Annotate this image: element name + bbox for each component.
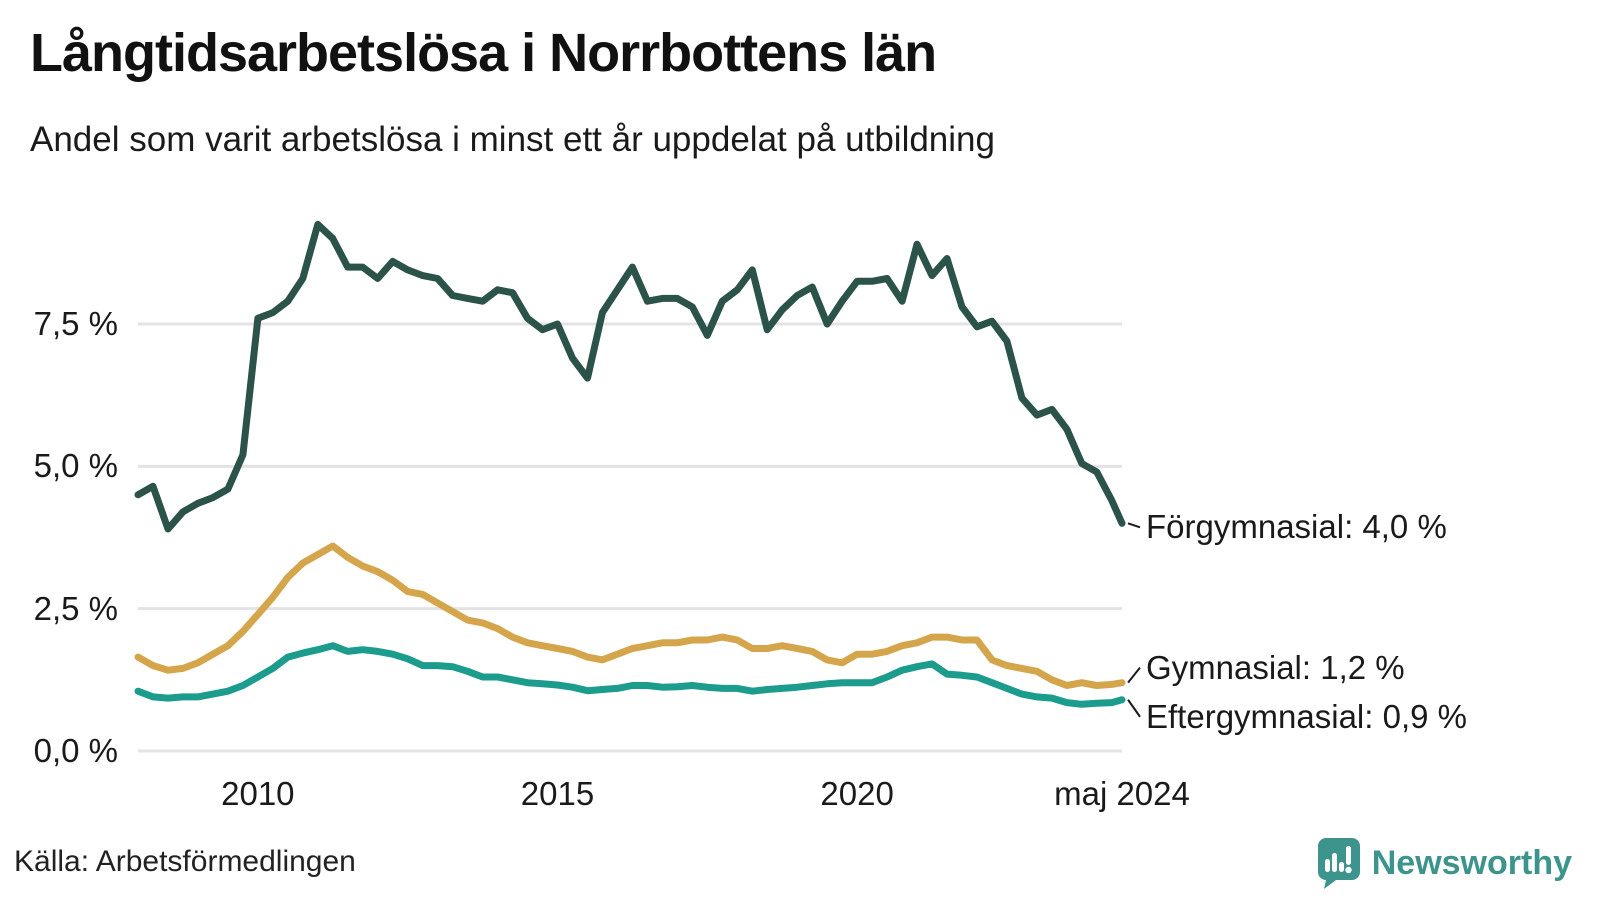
newsworthy-speech-bubble-bar-chart-icon bbox=[1317, 838, 1360, 889]
annotation-leader-lines bbox=[1127, 522, 1141, 718]
leader-line bbox=[1127, 667, 1141, 684]
page-title: Långtidsarbetslösa i Norrbottens län bbox=[30, 23, 937, 83]
y-tick-label: 0,0 % bbox=[33, 732, 118, 769]
leader-line bbox=[1127, 699, 1141, 718]
x-tick-label: maj 2024 bbox=[1054, 775, 1190, 812]
end-label-gymnasial: Gymnasial: 1,2 % bbox=[1146, 648, 1405, 686]
x-tick-label: 2020 bbox=[820, 775, 894, 812]
series-line-eftergymnasial bbox=[134, 642, 1126, 708]
series-line-förgymnasial bbox=[134, 220, 1126, 533]
x-tick-label: 2010 bbox=[221, 775, 295, 812]
leader-line bbox=[1127, 522, 1141, 529]
series-line-gymnasial bbox=[134, 542, 1126, 689]
horizontal-gridlines bbox=[138, 322, 1122, 753]
series-lines bbox=[134, 220, 1126, 708]
y-tick-label: 7,5 % bbox=[33, 305, 118, 342]
x-tick-label: 2015 bbox=[520, 775, 595, 812]
brand-lockup: Newsworthy bbox=[1316, 836, 1572, 890]
end-label-eftergymnasial: Eftergymnasial: 0,9 % bbox=[1146, 697, 1467, 735]
y-tick-label: 5,0 % bbox=[33, 447, 118, 485]
page-subtitle: Andel som varit arbetslösa i minst ett å… bbox=[30, 120, 995, 159]
brand-wordmark: Newsworthy bbox=[1371, 843, 1572, 882]
source-note: Källa: Arbetsförmedlingen bbox=[14, 845, 356, 878]
end-label-förgymnasial: Förgymnasial: 4,0 % bbox=[1146, 508, 1447, 546]
y-tick-label: 2,5 % bbox=[33, 589, 118, 627]
